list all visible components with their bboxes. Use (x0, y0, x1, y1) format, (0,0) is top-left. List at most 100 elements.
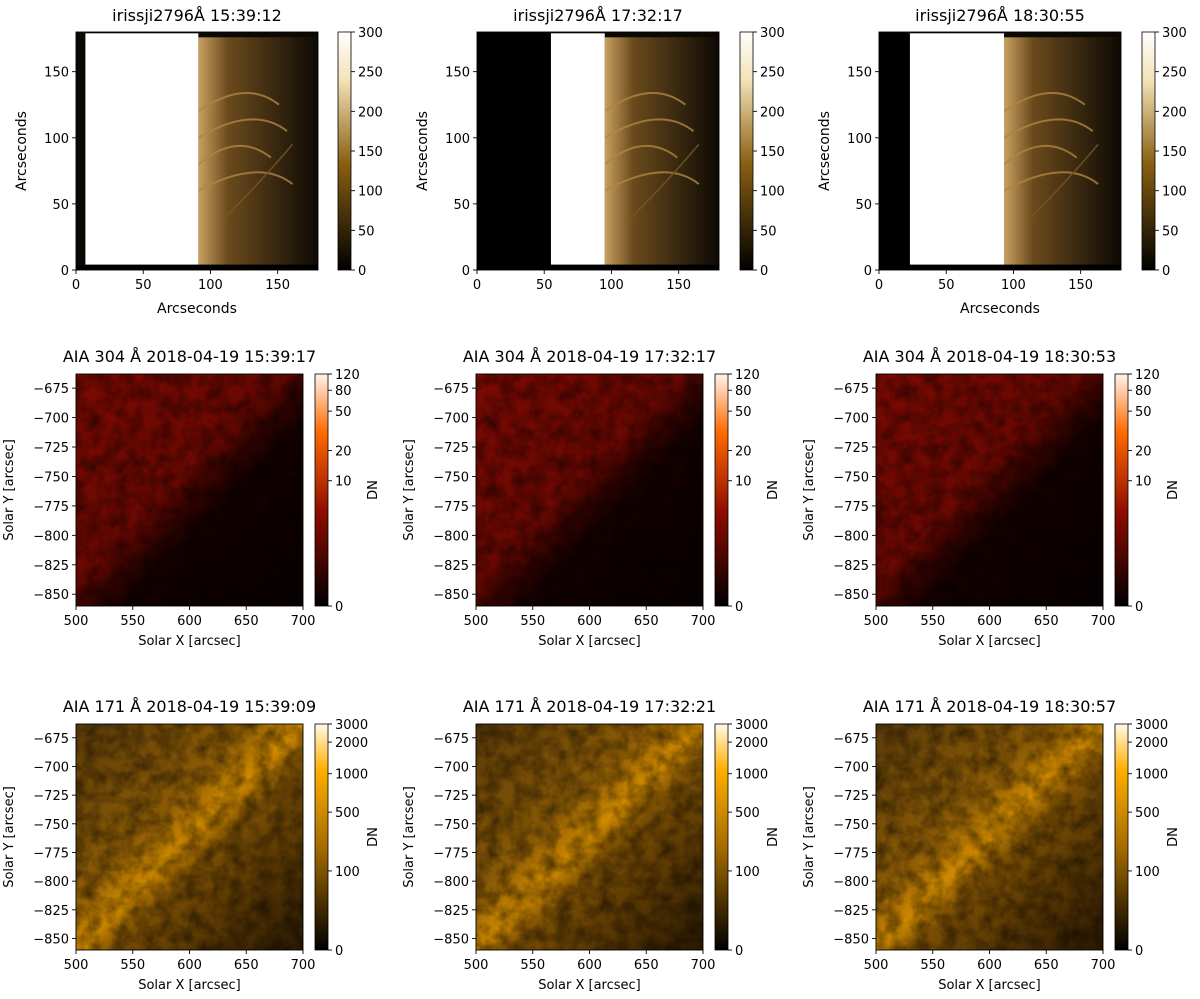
y-axis-label: Solar Y [arcsec] (802, 439, 817, 541)
x-tick-label: 700 (291, 614, 316, 629)
iris-left-padding (879, 32, 910, 270)
x-tick-label: 700 (1091, 614, 1116, 629)
y-tick-label: −675 (433, 382, 469, 397)
304-panel-3: 500 550 600 650 700−675−700−725−750−775−800−… (802, 347, 1181, 649)
x-tick-label: 650 (634, 614, 659, 629)
axes-frame (476, 31, 720, 271)
y-axis-label: Arcseconds (817, 111, 833, 191)
y-tick-label: −775 (833, 500, 869, 515)
171-panel-1: 500 550 600 650 700 −675 −700 −725 −750 −775 −800 −… (2, 697, 381, 993)
colorbar-tick-label: 0 (358, 264, 366, 279)
y-tick-label: −750 (433, 470, 469, 485)
panel-title: irissji2796Å 15:39:12 (112, 6, 282, 25)
colorbar-tick-label: 1000 (1135, 768, 1168, 783)
colorbar-tick-label: 3000 (735, 718, 768, 733)
y-tick-label: 50 (52, 198, 69, 213)
y-axis-label: Solar Y [arcsec] (2, 786, 17, 888)
colorbar-tick-label: 500 (735, 806, 760, 821)
image-texture (476, 724, 703, 950)
panel-title: AIA 171 Å 2018-04-19 15:39:09 (63, 697, 316, 716)
image-texture (876, 374, 1103, 606)
colorbar-tick-label: 1000 (335, 768, 368, 783)
x-axis-label: Solar X [arcsec] (138, 634, 241, 649)
colorbar-tick-label: 100 (1162, 185, 1187, 200)
colorbar (1141, 31, 1156, 271)
x-tick-label: 600 (177, 614, 202, 629)
image-texture (76, 724, 303, 950)
y-tick-label: −700 (833, 412, 869, 427)
y-tick-label: 150 (847, 66, 872, 81)
colorbar (314, 373, 329, 607)
x-axis-label: Solar X [arcsec] (138, 978, 241, 993)
y-tick-label: −700 (833, 760, 869, 775)
y-tick-label: −825 (833, 904, 869, 919)
x-tick-label: 650 (234, 958, 259, 973)
y-tick-label: 150 (445, 66, 470, 81)
y-tick-label: −800 (833, 529, 869, 544)
y-tick-label: −850 (833, 933, 869, 948)
y-axis-label: Solar Y [arcsec] (802, 786, 817, 888)
panel-title: irissji2796Å 17:32:17 (513, 6, 683, 25)
x-axis-label: Solar X [arcsec] (538, 634, 641, 649)
colorbar-tick-label: 100 (760, 185, 785, 200)
x-tick-label: 500 (864, 614, 889, 629)
y-tick-label: −825 (433, 904, 469, 919)
colorbar-tick-label: 50 (760, 224, 777, 239)
axes-frame (878, 31, 1122, 271)
x-tick-label: 50 (536, 278, 553, 293)
x-tick-label: 0 (473, 278, 481, 293)
y-tick-label: −800 (833, 875, 869, 890)
iris-bottom-strip (76, 264, 318, 270)
y-tick-label: −775 (33, 500, 69, 515)
y-tick-label: 0 (462, 264, 470, 279)
iris-bottom-strip (879, 264, 1121, 270)
colorbar-tick-label: 2000 (1135, 736, 1168, 751)
y-tick-label: 100 (847, 132, 872, 147)
y-tick-label: −725 (33, 441, 69, 456)
iris-panel-1: 0 50 100 150 0 50 100 150 irissji2796Å 15:39:12 A… (14, 6, 383, 317)
iris-off-limb-emission (1004, 37, 1121, 265)
x-tick-label: 0 (875, 278, 883, 293)
iris-off-limb-emission (604, 37, 719, 265)
y-tick-label: 50 (453, 198, 470, 213)
304-panel-1: 500 550 600 650 700−675−700−725−750−775−800−… (2, 347, 381, 649)
colorbar-tick-label: 300 (358, 26, 383, 41)
colorbar-tick-label: 200 (1162, 105, 1187, 120)
colorbar-tick-label: 250 (1162, 66, 1187, 81)
colorbar-tick-label: 2000 (335, 736, 368, 751)
y-tick-label: −825 (433, 559, 469, 574)
y-tick-label: −725 (833, 789, 869, 804)
colorbar-tick-label: 0 (335, 600, 343, 615)
colorbar-tick-label: 150 (358, 145, 383, 160)
y-axis-label: Arcseconds (415, 111, 431, 191)
x-tick-label: 150 (1068, 278, 1093, 293)
y-tick-label: −750 (433, 818, 469, 833)
colorbar-tick-label: 300 (760, 26, 785, 41)
y-tick-label: 100 (445, 132, 470, 147)
y-tick-label: 100 (44, 132, 69, 147)
colorbar-label: DN (366, 827, 381, 847)
colorbar-tick-label: 50 (1135, 405, 1152, 420)
x-tick-label: 100 (599, 278, 624, 293)
panel-title: AIA 304 Å 2018-04-19 15:39:17 (63, 347, 316, 366)
y-axis-label: Solar Y [arcsec] (402, 786, 417, 888)
x-tick-label: 600 (977, 614, 1002, 629)
x-tick-label: 50 (135, 278, 152, 293)
colorbar-tick-label: 500 (335, 806, 360, 821)
colorbar-tick-label: 0 (735, 944, 743, 959)
iris-prominence (1003, 92, 1099, 218)
colorbar (714, 723, 729, 951)
colorbar-tick-label: 10 (335, 475, 352, 490)
colorbar-label: DN (366, 480, 381, 500)
x-tick-label: 700 (691, 958, 716, 973)
y-tick-label: −750 (833, 470, 869, 485)
x-tick-label: 650 (1034, 614, 1059, 629)
colorbar-tick-label: 100 (335, 865, 360, 880)
y-tick-label: −800 (33, 875, 69, 890)
iris-prominence (604, 92, 700, 218)
panel-title: irissji2796Å 18:30:55 (915, 6, 1085, 25)
y-tick-label: −700 (33, 760, 69, 775)
colorbar-tick-label: 120 (735, 368, 760, 383)
y-tick-label: −775 (433, 846, 469, 861)
colorbar-label: DN (766, 827, 781, 847)
